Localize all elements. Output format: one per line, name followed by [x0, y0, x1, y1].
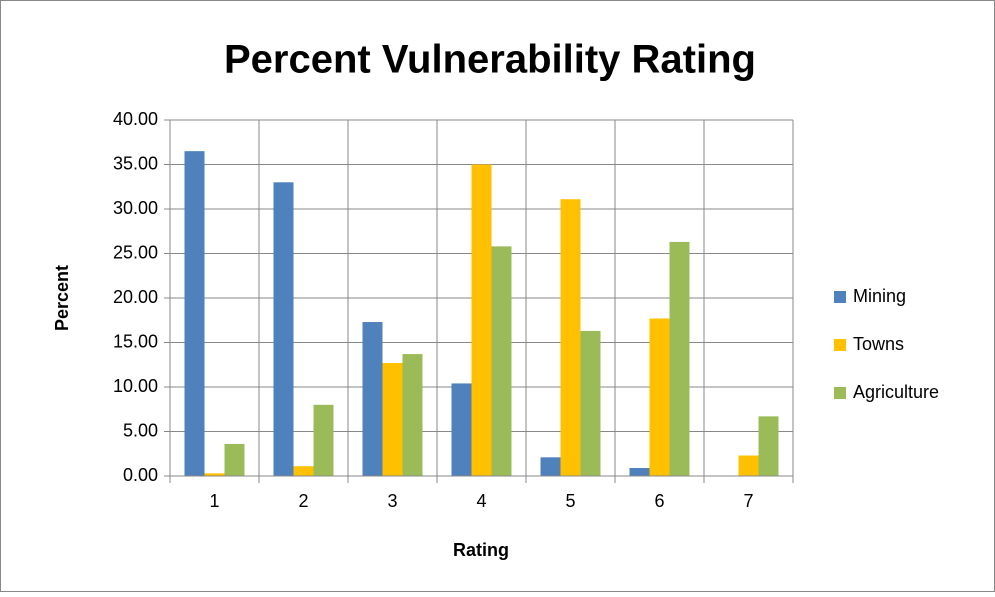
- bar: [382, 362, 403, 476]
- x-axis-title: Rating: [453, 540, 509, 560]
- y-tick-label: 35.00: [113, 153, 158, 173]
- x-tick-label: 1: [209, 491, 219, 511]
- legend-swatch: [834, 339, 846, 351]
- bar: [738, 455, 759, 476]
- y-tick-label: 20.00: [113, 287, 158, 307]
- bar: [293, 466, 314, 476]
- x-tick-label: 6: [654, 491, 664, 511]
- bar: [758, 416, 779, 476]
- bar: [540, 457, 561, 476]
- x-tick-label: 7: [743, 491, 753, 511]
- bar: [402, 354, 423, 476]
- y-tick-label: 40.00: [113, 109, 158, 129]
- bar: [649, 318, 670, 476]
- legend-label: Mining: [853, 286, 906, 306]
- y-axis-title: Percent: [52, 265, 72, 331]
- bar: [184, 151, 205, 476]
- x-tick-label: 5: [565, 491, 575, 511]
- y-tick-label: 5.00: [123, 420, 158, 440]
- bar: [451, 383, 472, 476]
- bar: [560, 199, 581, 476]
- x-tick-label: 2: [298, 491, 308, 511]
- x-tick-label: 4: [476, 491, 486, 511]
- bar: [362, 322, 383, 476]
- y-tick-label: 30.00: [113, 198, 158, 218]
- y-tick-label: 15.00: [113, 331, 158, 351]
- bar: [273, 182, 294, 477]
- y-tick-label: 10.00: [113, 376, 158, 396]
- legend-swatch: [834, 387, 846, 399]
- bar: [471, 164, 492, 476]
- bar: [669, 241, 690, 476]
- bar: [491, 246, 512, 476]
- bar: [629, 467, 650, 476]
- legend-swatch: [834, 291, 846, 303]
- y-tick-label: 0.00: [123, 465, 158, 485]
- x-tick-label: 3: [387, 491, 397, 511]
- legend-label: Towns: [853, 334, 904, 354]
- bar: [580, 330, 601, 476]
- y-tick-label: 25.00: [113, 242, 158, 262]
- bar: [313, 404, 334, 476]
- bar: [224, 443, 245, 476]
- bar: [204, 473, 225, 476]
- legend-label: Agriculture: [853, 382, 939, 402]
- chart-title: Percent Vulnerability Rating: [224, 38, 756, 82]
